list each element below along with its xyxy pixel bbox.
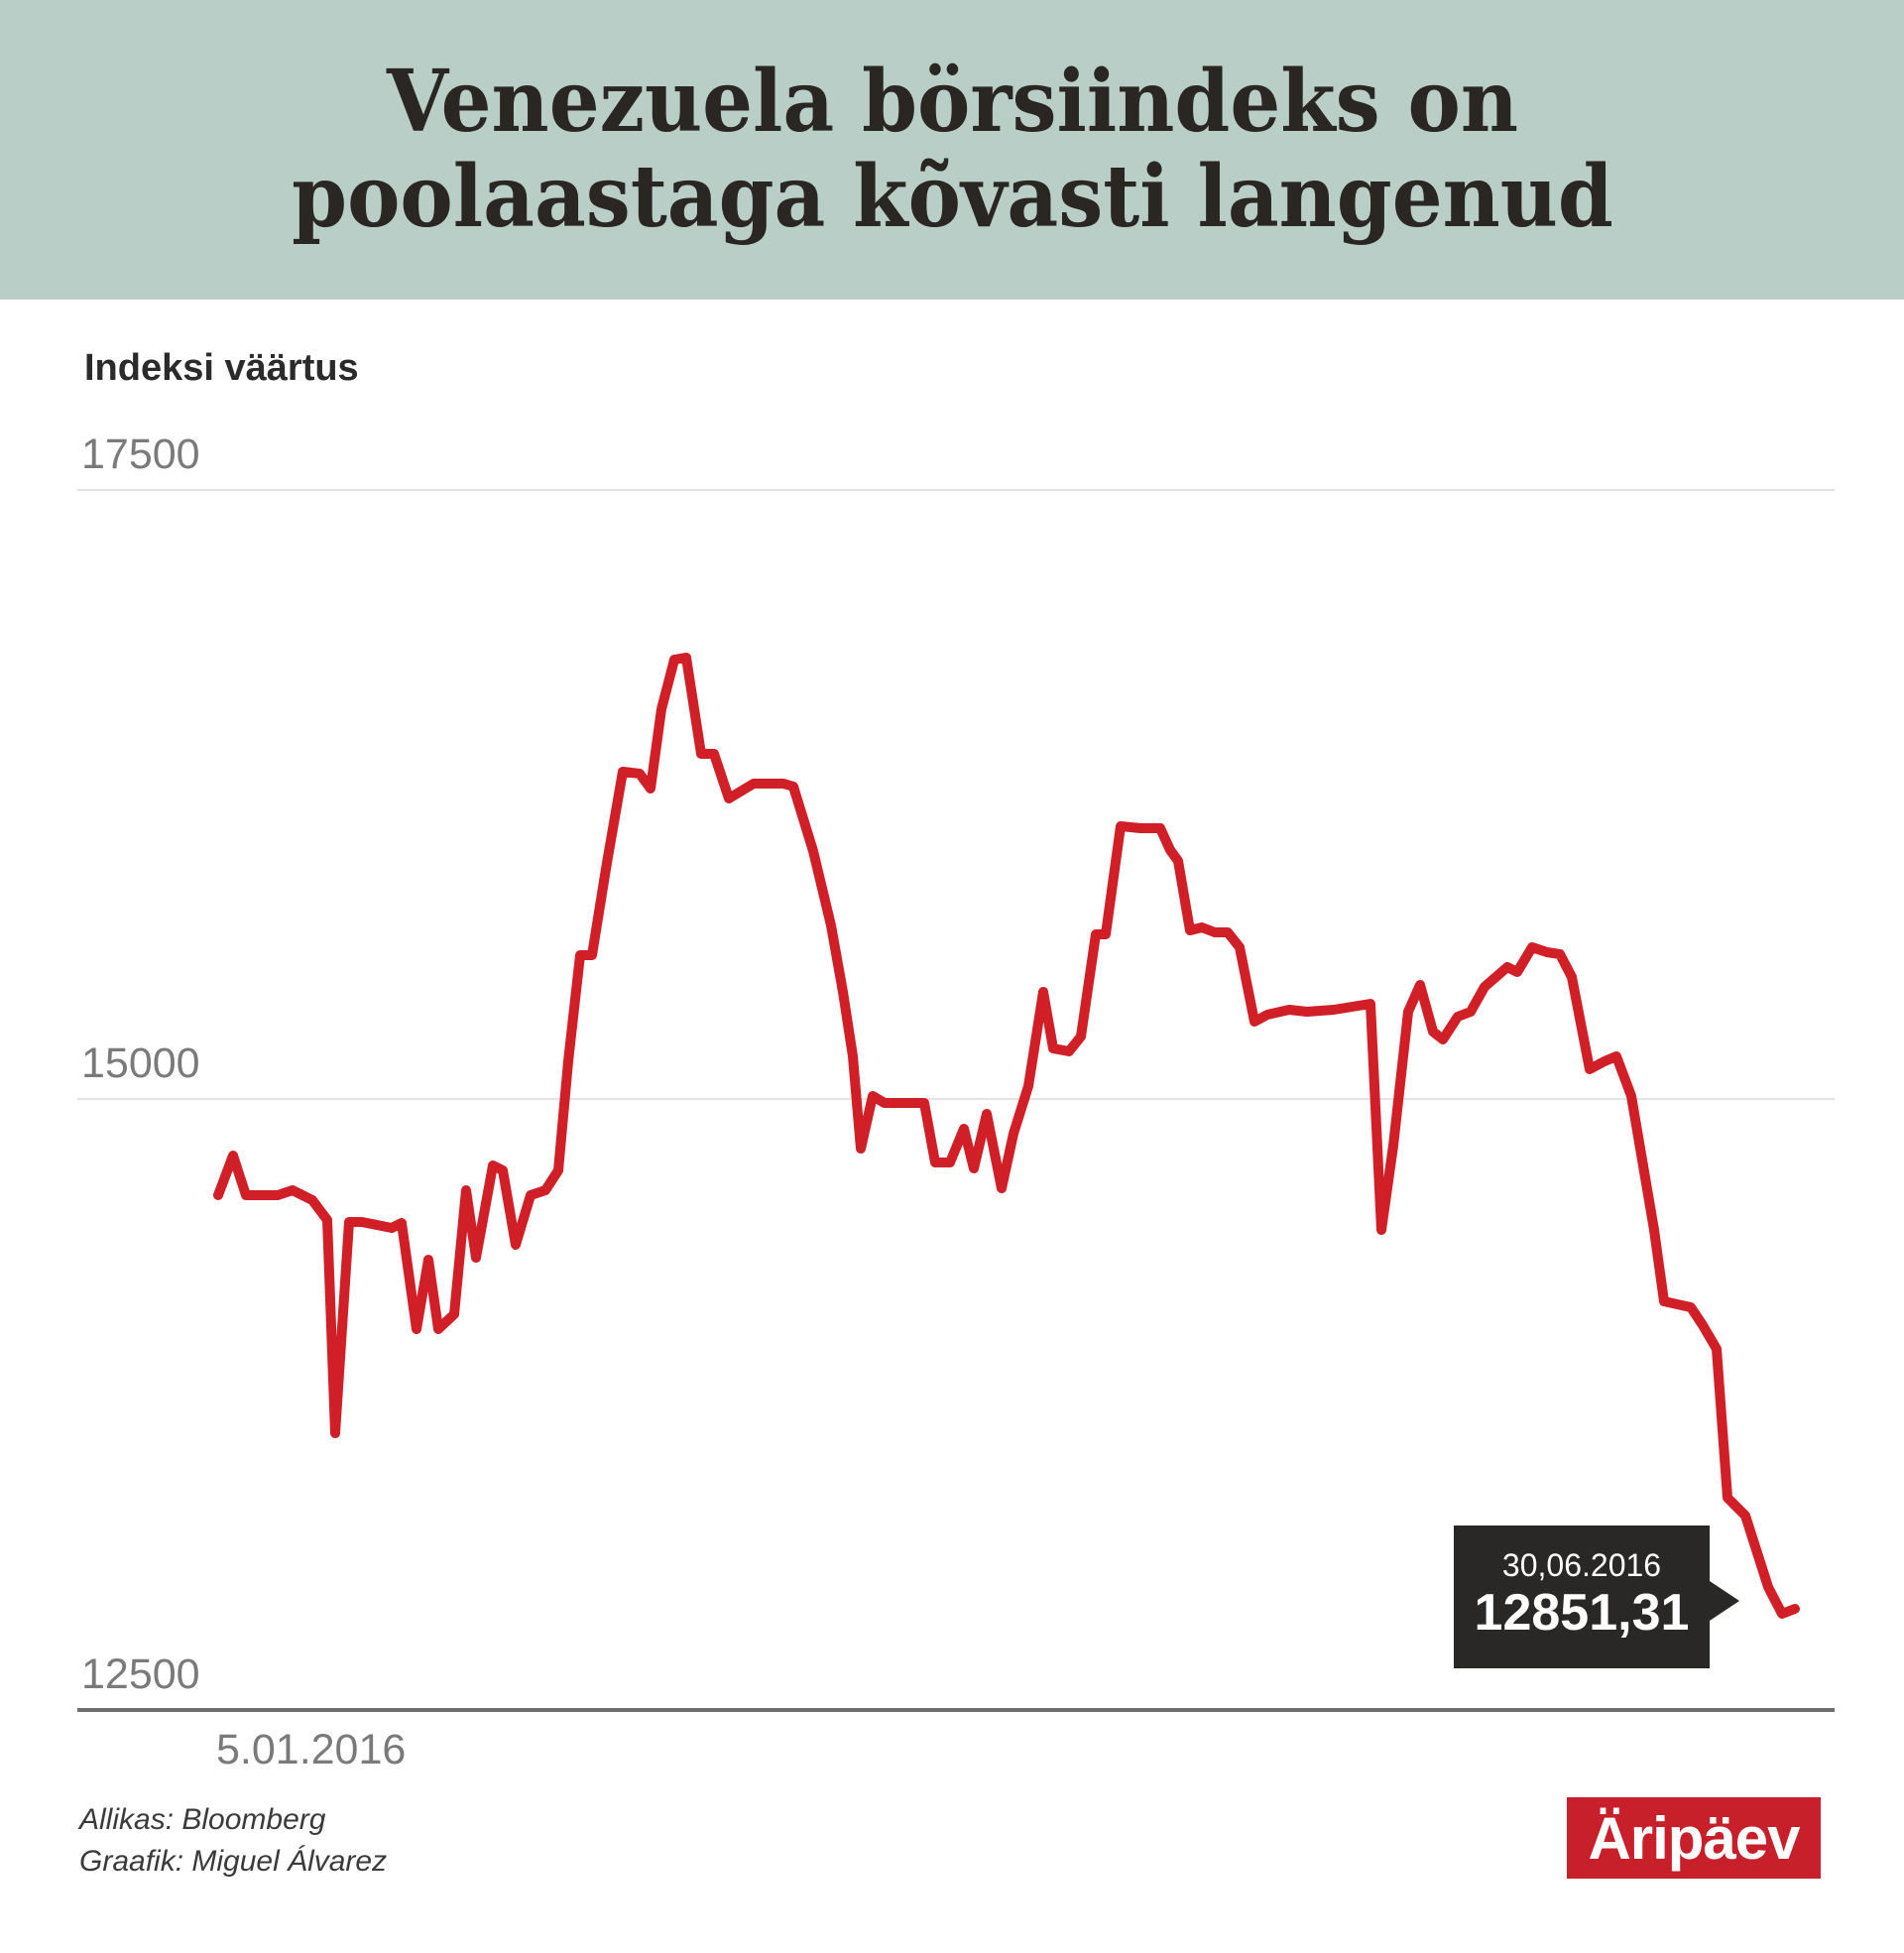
aripaev-logo: Äripäev <box>1567 1797 1821 1879</box>
gridline-15000 <box>77 1098 1835 1100</box>
x-tick-start-date: 5.01.2016 <box>216 1726 407 1773</box>
tooltip-date: 30,06.2016 <box>1501 1547 1662 1583</box>
gridline-17500 <box>77 489 1835 491</box>
tooltip-pointer-arrow <box>1710 1581 1739 1621</box>
y-axis-title: Indeksi väärtus <box>84 347 359 389</box>
last-value-tooltip: 30,06.2016 12851,31 <box>1454 1526 1739 1668</box>
y-tick-15000: 15000 <box>81 1039 200 1087</box>
index-value-line <box>213 653 1800 1619</box>
source-credit: Allikas: Bloomberg <box>79 1803 326 1836</box>
x-axis-line <box>77 1708 1835 1712</box>
chart-title-line-2: poolaastaga kõvasti langenud <box>291 147 1613 247</box>
graphic-credit: Graafik: Miguel Álvarez <box>79 1845 388 1878</box>
y-tick-12500: 12500 <box>81 1650 200 1698</box>
y-tick-17500: 17500 <box>81 430 200 478</box>
tooltip-value: 12851,31 <box>1474 1584 1690 1642</box>
chart-title-line-1: Venezuela börsiindeks on <box>386 52 1518 152</box>
chart-title-banner: Venezuela börsiindeks on poolaastaga kõv… <box>0 0 1904 300</box>
